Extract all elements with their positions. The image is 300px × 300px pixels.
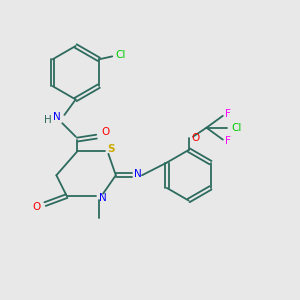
Text: S: S	[108, 144, 115, 154]
Text: Cl: Cl	[116, 50, 126, 61]
Text: F: F	[225, 109, 231, 119]
Text: O: O	[191, 133, 199, 143]
Text: N: N	[53, 112, 61, 122]
Text: N: N	[99, 193, 107, 202]
Text: H: H	[44, 115, 52, 125]
Text: O: O	[101, 127, 110, 137]
Text: Cl: Cl	[231, 123, 242, 133]
Text: F: F	[225, 136, 231, 146]
Text: N: N	[134, 169, 142, 179]
Text: O: O	[32, 202, 40, 212]
